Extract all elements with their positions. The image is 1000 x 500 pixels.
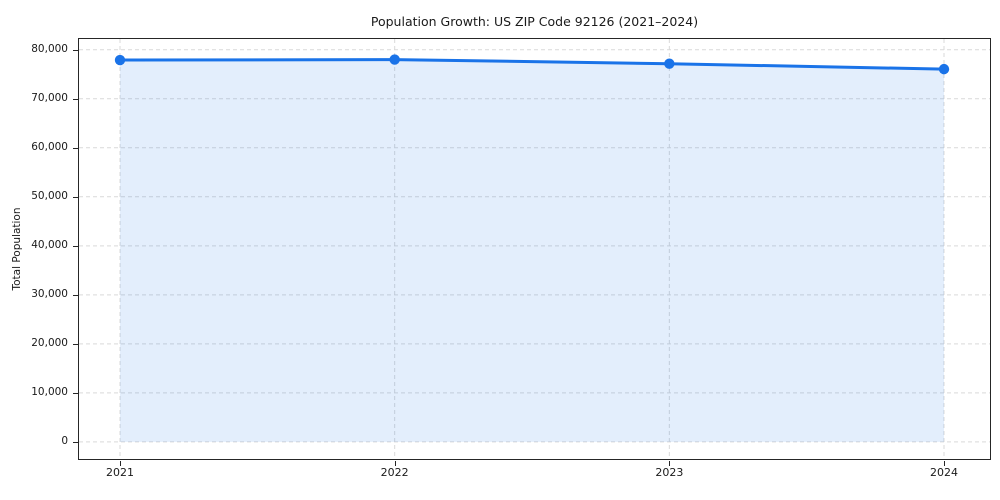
x-tick-mark [944,461,945,466]
y-tick-mark [73,197,78,198]
y-tick-label: 10,000 [31,386,68,399]
series-line [118,58,946,71]
y-tick-mark [73,50,78,51]
plot-area [78,38,991,460]
plot-canvas [78,38,991,460]
data-point [664,58,675,69]
y-tick-mark [73,344,78,345]
x-tick-label: 2022 [380,466,409,479]
y-tick-mark [73,148,78,149]
x-tick-label: 2023 [655,466,684,479]
x-tick-mark [669,461,670,466]
y-tick-label: 70,000 [31,92,68,105]
y-tick-label: 60,000 [31,141,68,154]
y-tick-mark [73,295,78,296]
axes-frame [78,38,991,460]
y-tick-mark [73,99,78,100]
y-tick-label: 30,000 [31,288,68,301]
y-tick-label: 20,000 [31,337,68,350]
y-tick-label: 50,000 [31,190,68,203]
data-point [389,54,400,65]
y-tick-label: 0 [61,435,68,448]
x-tick-label: 2024 [930,466,958,479]
y-tick-mark [73,442,78,443]
data-point [938,63,950,75]
y-tick-mark [73,393,78,394]
y-tick-mark [73,246,78,247]
y-tick-label: 40,000 [31,239,68,252]
area-fill [120,59,945,442]
y-tick-label: 80,000 [31,43,68,56]
x-tick-mark [395,461,396,466]
x-tick-label: 2021 [106,466,134,479]
chart-title: Population Growth: US ZIP Code 92126 (20… [370,14,699,29]
data-point [114,54,126,66]
x-tick-mark [120,461,121,466]
